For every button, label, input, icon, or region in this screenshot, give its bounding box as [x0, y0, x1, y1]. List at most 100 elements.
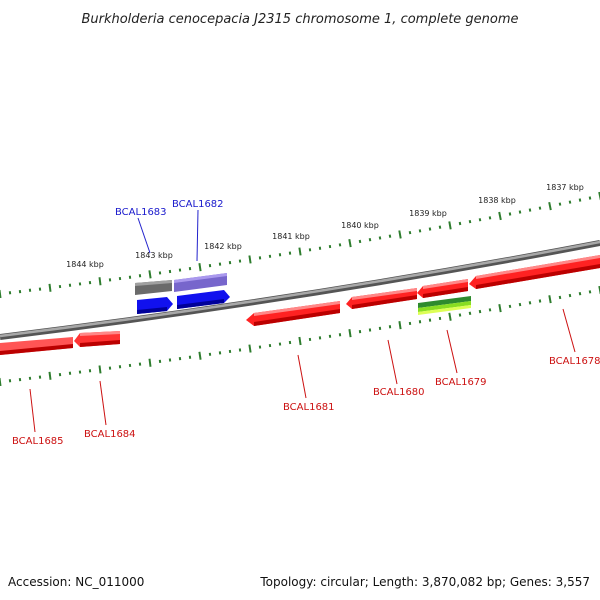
genome-stats-text: Topology: circular; Length: 3,870,082 bp…	[259, 575, 590, 589]
inner-ruler-tick	[458, 313, 462, 317]
gene-bcal1682-blue[interactable]	[177, 290, 230, 309]
outer-ruler-tick	[548, 202, 552, 211]
inner-ruler-tick	[548, 295, 552, 304]
leader-bcal1680	[387, 339, 398, 385]
outer-ruler-tick	[498, 211, 502, 221]
outer-ruler-tick	[428, 227, 432, 231]
gene-bcal1678[interactable]	[469, 255, 600, 289]
inner-ruler-tick	[498, 304, 502, 313]
inner-ruler-tick	[478, 309, 482, 314]
gene-label-bcal1679[interactable]: BCAL1679	[435, 377, 487, 388]
outer-ruler-tick	[298, 247, 302, 256]
inner-ruler-tick	[538, 299, 542, 303]
outer-ruler-tick	[488, 216, 492, 220]
gene-bcal1681[interactable]	[246, 301, 340, 326]
outer-ruler-tick	[0, 289, 2, 299]
scale-label-1841: 1841 kbp	[272, 232, 310, 241]
gene-label-bcal1682[interactable]: BCAL1682	[172, 199, 224, 210]
outer-ruler-tick	[358, 239, 362, 244]
gene-label-bcal1684[interactable]: BCAL1684	[84, 429, 136, 440]
inner-ruler-tick	[488, 308, 492, 312]
outer-ruler-tick	[588, 196, 592, 200]
outer-ruler-tick	[378, 236, 382, 240]
scale-label-1844: 1844 kbp	[66, 260, 104, 269]
outer-ruler-tick	[508, 212, 512, 216]
outer-ruler-tick	[388, 234, 392, 238]
scale-label-1837: 1837 kbp	[546, 183, 584, 192]
gene-bcal1683-gray[interactable]	[135, 280, 172, 295]
outer-ruler-tick	[578, 198, 582, 202]
inner-ruler-tick	[0, 377, 2, 387]
scale-label-1839: 1839 kbp	[409, 209, 447, 218]
inner-ruler-tick	[528, 301, 532, 305]
chromosome-backbone	[0, 240, 600, 340]
gene-label-bcal1678[interactable]: BCAL1678	[549, 356, 600, 367]
outer-ruler-tick	[468, 219, 472, 224]
inner-ruler-tick	[48, 371, 52, 380]
inner-ruler-tick	[508, 304, 512, 309]
reverse-strand-genes	[0, 255, 600, 355]
inner-ruler-tick	[468, 311, 472, 315]
inner-ruler-tick	[98, 365, 102, 374]
outer-ruler-tick	[148, 270, 152, 279]
outer-ruler-tick	[528, 208, 532, 212]
gene-label-bcal1685[interactable]: BCAL1685	[12, 436, 64, 447]
inner-ruler-tick	[348, 329, 352, 338]
outer-ruler-tick	[568, 200, 572, 204]
map-title: Burkholderia cenocepacia J2315 chromosom…	[81, 12, 518, 27]
leader-bcal1684	[99, 380, 107, 426]
outer-ruler-tick	[198, 263, 202, 272]
leader-bcal1678	[562, 308, 576, 353]
inner-ruler-tick	[148, 358, 152, 367]
gene-bcal1679-stripes[interactable]	[418, 296, 471, 315]
inner-ruler-tick	[198, 351, 202, 360]
outer-ruler-tick	[48, 283, 52, 292]
outer-ruler-tick	[248, 255, 252, 264]
gene-label-bcal1680[interactable]: BCAL1680	[373, 387, 425, 398]
outer-ruler-tick	[558, 202, 562, 206]
outer-ruler-tick	[458, 221, 462, 226]
outer-ruler-tick	[518, 210, 522, 214]
inner-ruler-tick	[568, 293, 572, 298]
leader-bcal1685	[29, 388, 36, 433]
inner-ruler-tick	[448, 312, 452, 321]
inner-ruler-tick	[558, 295, 562, 300]
gene-bcal1683-blue[interactable]	[137, 297, 173, 314]
outer-ruler-tick	[398, 230, 402, 239]
outer-tick-ruler	[0, 191, 600, 299]
outer-ruler-tick	[408, 230, 412, 235]
chromosome-backbone-highlight	[0, 240, 600, 338]
inner-ruler-tick	[588, 290, 592, 294]
gene-bcal1680[interactable]	[346, 288, 417, 309]
gene-bcal1682-purple[interactable]	[174, 273, 227, 292]
inner-ruler-tick	[518, 302, 522, 307]
gene-label-bcal1683[interactable]: BCAL1683	[115, 207, 167, 218]
outer-ruler-tick	[368, 238, 372, 242]
scale-label-1843: 1843 kbp	[135, 251, 173, 260]
label-leader-lines	[29, 209, 576, 433]
gene-labels: BCAL1683 BCAL1682 BCAL1685 BCAL1684 BCAL…	[12, 199, 600, 447]
outer-ruler-tick	[418, 229, 422, 233]
outer-ruler-tick	[478, 218, 482, 222]
gene-bcal1679-red[interactable]	[417, 279, 468, 298]
leader-bcal1681	[297, 354, 307, 399]
outer-ruler-tick	[448, 221, 452, 230]
gene-bcal1685[interactable]	[0, 337, 73, 355]
outer-ruler-tick	[438, 225, 442, 229]
outer-ruler-tick	[598, 191, 600, 201]
inner-ruler-tick	[298, 336, 302, 346]
forward-strand-genes	[135, 273, 230, 314]
gene-label-bcal1681[interactable]: BCAL1681	[283, 402, 335, 413]
gene-bcal1684[interactable]	[74, 331, 120, 347]
scale-label-1840: 1840 kbp	[341, 221, 379, 230]
outer-ruler-tick	[98, 277, 102, 286]
outer-ruler-tick	[348, 239, 352, 248]
leader-bcal1679	[446, 329, 458, 374]
inner-ruler-tick	[398, 321, 402, 330]
outer-ruler-tick	[338, 243, 342, 247]
inner-ruler-tick	[248, 344, 252, 353]
scale-labels: 1844 kbp 1843 kbp 1842 kbp 1841 kbp 1840…	[66, 183, 584, 269]
accession-text: Accession: NC_011000	[8, 575, 144, 589]
scale-label-1838: 1838 kbp	[478, 196, 516, 205]
